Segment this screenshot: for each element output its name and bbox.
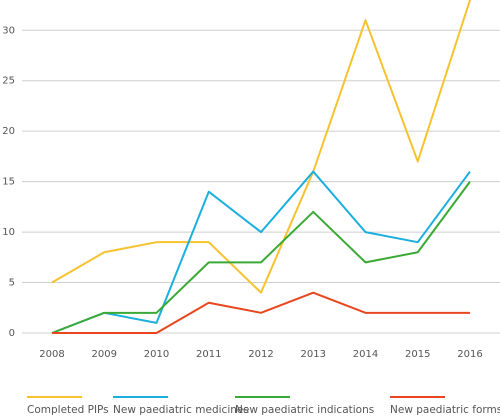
data-line	[51, 170, 471, 334]
x-tick-label: 2012	[248, 349, 273, 360]
y-tick-label: 20	[2, 126, 15, 137]
legend-label: New paediatric forms	[390, 404, 500, 416]
x-tick-label: 2008	[39, 349, 64, 360]
x-tick-label: 2016	[457, 349, 482, 360]
legend-label: Completed PIPs	[27, 404, 109, 416]
y-tick-label: 10	[2, 227, 15, 238]
data-line	[52, 291, 470, 334]
y-tick-label: 0	[9, 328, 15, 339]
data-line	[51, 0, 471, 294]
data-line	[51, 181, 471, 334]
x-tick-label: 2009	[92, 349, 117, 360]
y-tick-label: 25	[2, 76, 15, 87]
legend-label: New paediatric medicines	[113, 404, 249, 416]
legend-label: New paediatric indications	[235, 404, 374, 416]
x-tick-label: 2010	[144, 349, 169, 360]
x-tick-label: 2015	[405, 349, 430, 360]
y-tick-label: 15	[2, 177, 15, 188]
x-tick-label: 2014	[353, 349, 378, 360]
x-tick-label: 2013	[301, 349, 326, 360]
y-tick-label: 5	[9, 278, 15, 289]
x-tick-label: 2011	[196, 349, 221, 360]
y-tick-label: 30	[2, 25, 15, 36]
